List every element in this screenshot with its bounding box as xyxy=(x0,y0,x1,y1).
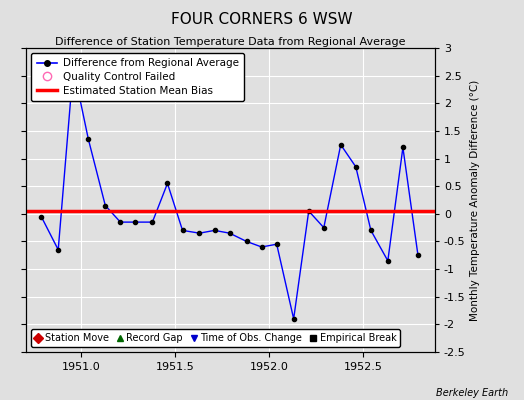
Text: FOUR CORNERS 6 WSW: FOUR CORNERS 6 WSW xyxy=(171,12,353,27)
Title: Difference of Station Temperature Data from Regional Average: Difference of Station Temperature Data f… xyxy=(56,37,406,47)
Text: Berkeley Earth: Berkeley Earth xyxy=(436,388,508,398)
Y-axis label: Monthly Temperature Anomaly Difference (°C): Monthly Temperature Anomaly Difference (… xyxy=(470,79,480,321)
Legend: Station Move, Record Gap, Time of Obs. Change, Empirical Break: Station Move, Record Gap, Time of Obs. C… xyxy=(31,329,400,347)
